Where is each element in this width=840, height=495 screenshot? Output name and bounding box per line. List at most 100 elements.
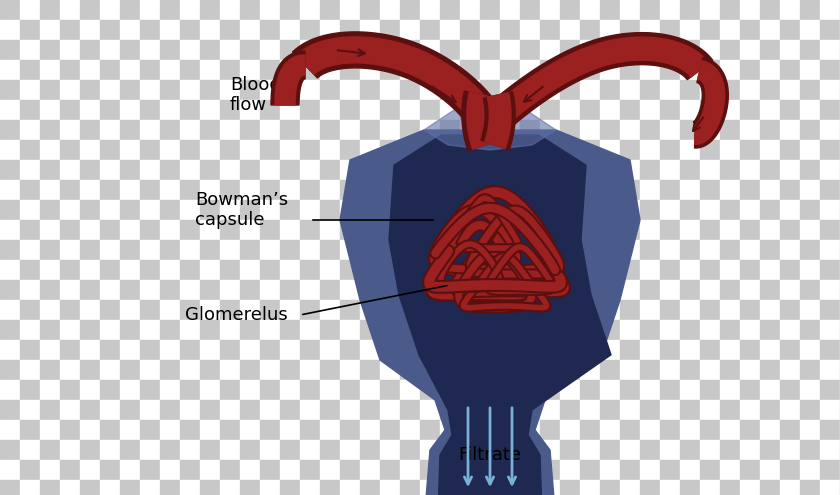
Bar — [620, 200, 640, 220]
Bar — [140, 380, 160, 400]
Bar — [20, 460, 40, 480]
Polygon shape — [389, 135, 611, 495]
Bar — [440, 340, 460, 360]
Bar — [800, 220, 820, 240]
Bar — [600, 480, 620, 495]
Bar — [660, 300, 680, 320]
Bar — [780, 120, 800, 140]
Bar — [40, 420, 60, 440]
Bar — [520, 340, 540, 360]
Bar — [560, 460, 580, 480]
Bar — [540, 60, 560, 80]
Bar — [400, 440, 420, 460]
Bar — [740, 80, 760, 100]
Bar — [140, 0, 160, 20]
Bar — [620, 440, 640, 460]
Bar — [720, 180, 740, 200]
Bar — [480, 260, 500, 280]
Bar — [620, 80, 640, 100]
Bar — [80, 260, 100, 280]
Bar — [20, 80, 40, 100]
Bar — [800, 60, 820, 80]
Bar — [260, 300, 280, 320]
Bar — [180, 180, 200, 200]
Bar — [740, 440, 760, 460]
Bar — [320, 420, 340, 440]
Bar — [500, 80, 520, 100]
Bar — [400, 400, 420, 420]
Bar — [220, 380, 240, 400]
Bar — [480, 220, 500, 240]
Bar — [80, 220, 100, 240]
Bar — [540, 360, 560, 380]
Bar — [0, 360, 20, 380]
Bar — [440, 400, 460, 420]
Bar — [200, 320, 220, 340]
Bar — [800, 260, 820, 280]
Bar — [120, 180, 140, 200]
Bar — [60, 100, 80, 120]
Bar — [780, 240, 800, 260]
Bar — [200, 420, 220, 440]
Bar — [340, 220, 360, 240]
Bar — [40, 100, 60, 120]
Bar — [380, 0, 400, 20]
Bar — [360, 40, 380, 60]
Bar — [660, 460, 680, 480]
Bar — [240, 40, 260, 60]
Bar — [820, 240, 840, 260]
Bar — [460, 40, 480, 60]
Bar — [720, 340, 740, 360]
Bar — [120, 280, 140, 300]
Bar — [760, 340, 780, 360]
Bar — [500, 480, 520, 495]
Bar — [820, 320, 840, 340]
Bar — [200, 400, 220, 420]
Bar — [380, 320, 400, 340]
Bar — [600, 100, 620, 120]
Bar — [820, 20, 840, 40]
Bar — [120, 320, 140, 340]
Bar — [260, 240, 280, 260]
Bar — [500, 400, 520, 420]
Bar — [340, 40, 360, 60]
Bar — [260, 460, 280, 480]
Bar — [420, 200, 440, 220]
Bar — [200, 180, 220, 200]
Bar — [100, 120, 120, 140]
Bar — [580, 300, 600, 320]
Bar — [80, 120, 100, 140]
Bar — [560, 40, 580, 60]
Polygon shape — [487, 37, 709, 129]
Bar — [140, 200, 160, 220]
Bar — [620, 300, 640, 320]
Bar — [780, 220, 800, 240]
Bar — [760, 460, 780, 480]
Bar — [460, 280, 480, 300]
Bar — [420, 360, 440, 380]
Bar — [220, 140, 240, 160]
Bar — [180, 320, 200, 340]
Bar — [140, 480, 160, 495]
Bar — [60, 140, 80, 160]
Bar — [340, 140, 360, 160]
Bar — [220, 220, 240, 240]
Bar — [340, 480, 360, 495]
Bar — [720, 160, 740, 180]
Bar — [600, 360, 620, 380]
Bar — [20, 360, 40, 380]
Bar — [200, 80, 220, 100]
Bar — [760, 40, 780, 60]
Bar — [380, 120, 400, 140]
Bar — [280, 40, 300, 60]
Bar — [340, 260, 360, 280]
Bar — [680, 220, 700, 240]
Bar — [620, 280, 640, 300]
Bar — [220, 20, 240, 40]
Bar — [100, 320, 120, 340]
Bar — [820, 100, 840, 120]
Bar — [280, 320, 300, 340]
Bar — [320, 60, 340, 80]
Bar — [820, 420, 840, 440]
Bar — [380, 400, 400, 420]
